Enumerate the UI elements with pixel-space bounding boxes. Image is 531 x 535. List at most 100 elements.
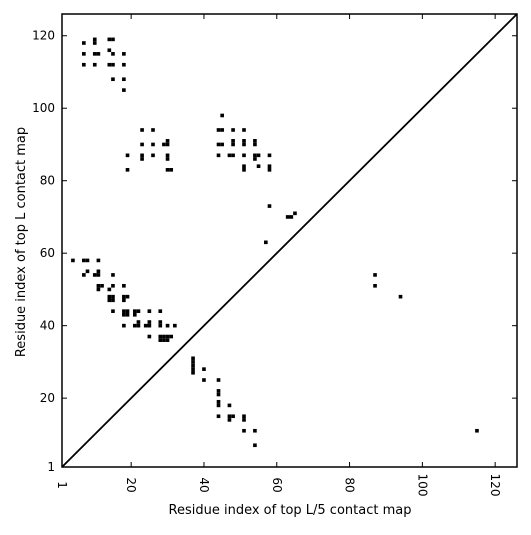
- contact-point: [475, 428, 479, 433]
- contact-point: [140, 142, 144, 147]
- contact-point: [122, 298, 126, 303]
- plot-frame: [61, 13, 518, 468]
- contact-point: [293, 211, 297, 216]
- contact-point: [202, 378, 206, 382]
- contact-point: [82, 258, 86, 263]
- contact-point: [227, 403, 232, 408]
- contact-point: [227, 414, 232, 419]
- contact-point: [151, 142, 155, 147]
- x-tick-label: 100: [415, 474, 429, 497]
- contact-point: [107, 294, 112, 299]
- contact-point: [107, 48, 112, 53]
- contact-point: [140, 153, 144, 158]
- contact-point: [107, 37, 112, 42]
- contact-point: [165, 334, 170, 339]
- contact-point: [216, 389, 221, 393]
- contact-point: [242, 128, 246, 132]
- x-tick-label: 1: [55, 481, 69, 489]
- contact-point: [151, 153, 155, 158]
- contact-point: [169, 168, 174, 172]
- contact-point: [111, 309, 115, 313]
- contact-point: [96, 287, 101, 292]
- contact-point: [242, 153, 246, 158]
- contact-point: [162, 338, 166, 342]
- contact-point: [165, 142, 170, 147]
- contact-point: [136, 309, 141, 313]
- contact-point: [267, 168, 272, 172]
- contact-point: [231, 414, 235, 419]
- contact-point: [256, 153, 261, 158]
- contact-point: [162, 142, 166, 147]
- contact-point: [147, 323, 152, 328]
- contact-point: [158, 338, 163, 342]
- contact-point: [165, 168, 170, 172]
- contact-point: [191, 363, 195, 368]
- contact-point: [253, 153, 257, 158]
- contact-point: [191, 356, 195, 361]
- contact-point: [140, 128, 144, 132]
- contact-point: [162, 334, 166, 339]
- contact-point: [165, 153, 170, 158]
- contact-point: [253, 157, 257, 161]
- contact-point: [169, 334, 174, 339]
- contact-point: [220, 128, 224, 132]
- contact-point: [165, 338, 170, 342]
- contact-point: [136, 323, 141, 328]
- contact-point: [122, 77, 126, 82]
- contact-point: [111, 298, 115, 303]
- contact-point: [285, 215, 290, 219]
- contact-point: [216, 128, 221, 132]
- contact-point: [96, 269, 101, 274]
- contact-point: [231, 139, 235, 143]
- contact-point: [92, 62, 97, 67]
- y-tick-label: 40: [40, 319, 55, 333]
- contact-point: [140, 157, 144, 161]
- y-tick-label: 20: [40, 391, 55, 405]
- contact-point: [82, 62, 86, 67]
- contact-point: [125, 309, 130, 313]
- contact-point: [111, 37, 115, 42]
- contact-point: [96, 283, 101, 288]
- contact-point: [253, 142, 257, 147]
- contact-point: [231, 153, 235, 158]
- contact-point: [143, 323, 148, 328]
- contact-point: [96, 258, 101, 263]
- contact-point: [147, 334, 152, 339]
- contact-point: [122, 88, 126, 92]
- x-tick-label: 20: [124, 477, 138, 492]
- contact-point: [191, 367, 195, 371]
- contact-point: [242, 139, 246, 143]
- contact-point: [216, 142, 221, 147]
- contact-point: [122, 294, 126, 299]
- contact-point: [122, 309, 126, 313]
- contact-point: [289, 215, 294, 219]
- y-tick-label: 60: [40, 246, 55, 260]
- contact-point: [158, 323, 163, 328]
- contact-point: [136, 320, 141, 324]
- contact-point: [122, 323, 126, 328]
- contact-point: [191, 370, 195, 375]
- contact-point: [96, 273, 101, 277]
- contact-point: [165, 323, 170, 328]
- diagonal-line: [61, 13, 518, 468]
- contact-point: [267, 164, 272, 169]
- contact-point: [147, 320, 152, 324]
- y-tick-label: 1: [47, 460, 55, 474]
- contact-point: [173, 323, 177, 328]
- contact-point: [147, 309, 152, 313]
- contact-point: [231, 128, 235, 132]
- contact-point: [216, 153, 221, 158]
- contact-point: [216, 392, 221, 397]
- contact-point: [242, 414, 246, 419]
- contact-point: [132, 323, 137, 328]
- contact-point: [253, 443, 257, 448]
- contact-point: [132, 309, 137, 313]
- y-tick-label: 120: [32, 29, 55, 43]
- contact-point: [85, 269, 90, 274]
- contact-point: [132, 312, 137, 317]
- contact-point: [256, 164, 261, 169]
- contact-point: [398, 294, 403, 299]
- contact-point: [82, 41, 86, 45]
- y-tick-label: 80: [40, 174, 55, 188]
